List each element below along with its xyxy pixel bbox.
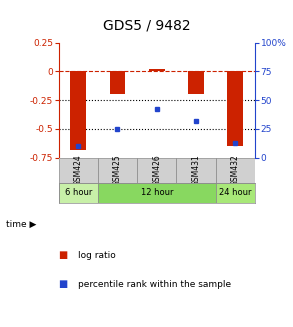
Text: GSM426: GSM426 xyxy=(152,155,161,186)
Bar xyxy=(137,158,176,183)
Bar xyxy=(176,158,216,183)
Text: GDS5 / 9482: GDS5 / 9482 xyxy=(103,19,190,33)
Text: percentile rank within the sample: percentile rank within the sample xyxy=(78,280,231,289)
Bar xyxy=(98,158,137,183)
Bar xyxy=(227,71,243,146)
Bar xyxy=(110,71,125,95)
Bar xyxy=(188,71,204,95)
Text: GSM431: GSM431 xyxy=(192,155,200,186)
Text: 12 hour: 12 hour xyxy=(141,188,173,198)
Text: 24 hour: 24 hour xyxy=(219,188,251,198)
Bar xyxy=(216,158,255,183)
Text: GSM424: GSM424 xyxy=(74,155,83,186)
Bar xyxy=(98,183,216,203)
Bar xyxy=(149,69,165,71)
Bar xyxy=(59,183,98,203)
Text: time ▶: time ▶ xyxy=(6,219,36,229)
Text: GSM425: GSM425 xyxy=(113,155,122,186)
Text: 6 hour: 6 hour xyxy=(64,188,92,198)
Bar xyxy=(216,183,255,203)
Bar xyxy=(59,158,98,183)
Text: ■: ■ xyxy=(59,250,68,260)
Bar xyxy=(70,71,86,150)
Text: GSM432: GSM432 xyxy=(231,155,240,186)
Text: log ratio: log ratio xyxy=(78,250,115,260)
Text: ■: ■ xyxy=(59,280,68,289)
